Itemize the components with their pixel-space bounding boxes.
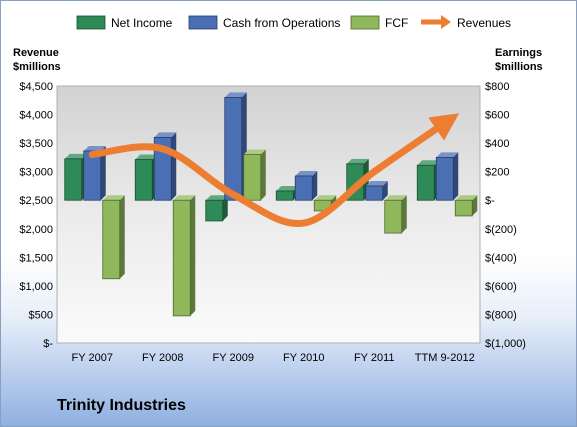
bar-top xyxy=(173,195,196,201)
cash-from-operations-bar xyxy=(294,175,313,201)
bar-side xyxy=(260,149,266,201)
category-label: TTM 9-2012 xyxy=(415,352,475,364)
left-tick-label: $500 xyxy=(29,309,53,321)
category-label: FY 2008 xyxy=(142,352,183,364)
category-label: FY 2010 xyxy=(283,352,324,364)
bar-top xyxy=(135,154,158,160)
legend-arrow xyxy=(441,15,451,29)
left-tick-label: $4,000 xyxy=(19,110,53,122)
left-axis-title: Revenue $millions xyxy=(13,46,61,74)
net-income-bar xyxy=(416,164,435,201)
net-income-bar xyxy=(64,158,83,201)
bar-top xyxy=(295,170,318,176)
right-axis-title-line1: Earnings xyxy=(495,47,543,59)
right-tick-label: $600 xyxy=(485,110,509,122)
bar-side xyxy=(119,195,125,279)
right-tick-label: $(1,000) xyxy=(485,338,526,350)
net-income-bar xyxy=(275,190,294,201)
bar-top xyxy=(102,195,125,201)
fcf-bar xyxy=(454,199,473,217)
legend-label: FCF xyxy=(385,16,408,30)
right-tick-label: $400 xyxy=(485,138,509,150)
category-label: FY 2009 xyxy=(213,352,254,364)
left-tick-label: $- xyxy=(43,338,53,350)
bar-top xyxy=(436,152,459,158)
bar-top xyxy=(455,195,478,201)
cash-from-operations-bar xyxy=(435,156,454,201)
right-axis-title: Earnings $millions xyxy=(495,46,543,74)
legend-label: Revenues xyxy=(457,16,511,30)
bar-side xyxy=(453,152,459,201)
revenues-line xyxy=(88,113,460,228)
left-tick-label: $2,500 xyxy=(19,195,53,207)
net-income-bar xyxy=(134,159,153,201)
bar-side xyxy=(382,180,388,201)
right-axis-title-line2: $millions xyxy=(495,61,543,73)
category-label: FY 2007 xyxy=(72,352,113,364)
bar-top xyxy=(243,149,266,155)
plot-area: $- $500 $1,000 $1,500 $2,000 $2,500 $3,000 $3,5… xyxy=(19,81,526,364)
legend-swatch xyxy=(76,15,106,30)
bar-top xyxy=(365,180,388,186)
legend-label: Cash from Operations xyxy=(223,16,340,30)
right-tick-label: $(200) xyxy=(485,224,517,236)
bar-top xyxy=(154,132,177,138)
fcf-bar xyxy=(243,154,262,201)
legend-label: Net Income xyxy=(111,16,173,30)
bar-top xyxy=(346,158,369,164)
net-income-bar xyxy=(205,199,224,222)
right-tick-label: $(600) xyxy=(485,281,517,293)
bar-side xyxy=(171,132,177,201)
right-tick-label: $200 xyxy=(485,167,509,179)
left-tick-label: $3,500 xyxy=(19,138,53,150)
legend-swatch xyxy=(350,15,380,30)
fcf-bar xyxy=(102,199,121,280)
category-label: FY 2011 xyxy=(354,352,395,364)
left-tick-label: $3,000 xyxy=(19,167,53,179)
fcf-bar xyxy=(172,199,191,317)
bar-side xyxy=(222,195,228,221)
right-tick-label: $800 xyxy=(485,81,509,93)
left-tick-label: $2,000 xyxy=(19,224,53,236)
left-tick-label: $1,500 xyxy=(19,252,53,264)
bar-side xyxy=(190,195,196,316)
legend-swatch xyxy=(188,15,218,30)
legend: Net Income Cash from Operations FCF Revenue… xyxy=(76,15,511,30)
bar-top xyxy=(417,160,440,166)
bar-top xyxy=(384,195,407,201)
right-tick-label: $- xyxy=(485,195,495,207)
fcf-bar xyxy=(384,199,403,234)
cash-from-operations-bar xyxy=(365,185,384,201)
cash-from-operations-bar xyxy=(83,150,102,201)
left-tick-label: $4,500 xyxy=(19,81,53,93)
bar-top xyxy=(64,153,87,159)
cash-from-operations-bar xyxy=(224,97,243,201)
bar-top xyxy=(314,195,337,201)
bar-side xyxy=(401,195,407,234)
left-tick-label: $1,000 xyxy=(19,281,53,293)
bar-top xyxy=(224,92,247,98)
bar-side xyxy=(100,145,106,201)
company-name: Trinity Industries xyxy=(57,397,186,414)
left-axis-title-line1: Revenue xyxy=(13,47,59,59)
bar-side xyxy=(312,170,318,201)
bar-side xyxy=(472,195,478,216)
bar-top xyxy=(276,185,299,191)
bar-top xyxy=(205,195,228,201)
left-axis-title-line2: $millions xyxy=(13,61,61,73)
right-tick-label: $(400) xyxy=(485,252,517,264)
right-tick-label: $(800) xyxy=(485,309,517,321)
